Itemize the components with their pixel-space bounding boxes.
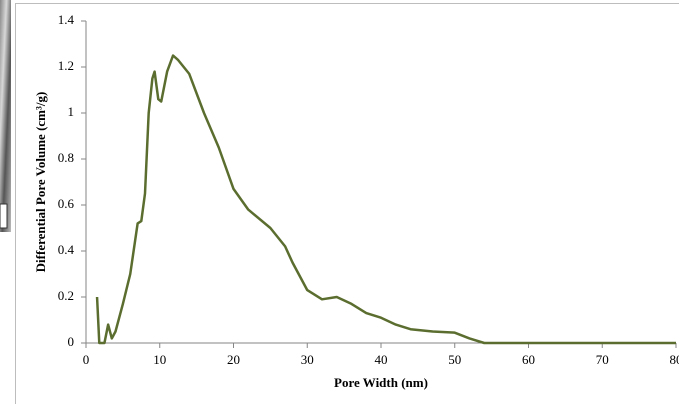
x-tick-label: 20 xyxy=(227,352,240,367)
x-tick-label: 50 xyxy=(448,352,461,367)
y-tick-label: 1 xyxy=(68,104,75,119)
y-axis-title: Differential Pore Volume (cm³/g) xyxy=(33,92,48,273)
x-tick-label: 30 xyxy=(301,352,314,367)
y-tick-label: 1.2 xyxy=(58,58,74,73)
y-tick-label: 0 xyxy=(68,334,75,349)
page: {"chart_data": {"type": "line", "x_label… xyxy=(0,0,679,404)
y-tick-label: 0.4 xyxy=(58,242,75,257)
photo-inset xyxy=(0,204,7,228)
x-axis-title: Pore Width (nm) xyxy=(334,375,428,390)
x-tick-label: 60 xyxy=(522,352,535,367)
x-tick-label: 10 xyxy=(153,352,166,367)
x-tick-label: 70 xyxy=(596,352,609,367)
photo-strip xyxy=(0,0,11,232)
x-tick-label: 0 xyxy=(83,352,90,367)
y-tick-label: 0.6 xyxy=(58,196,75,211)
x-tick-label: 40 xyxy=(375,352,388,367)
y-tick-label: 1.4 xyxy=(58,12,75,27)
y-tick-label: 0.8 xyxy=(58,150,74,165)
chart: Pore Width (nm) Differential Pore Volume… xyxy=(0,0,679,404)
x-tick-label: 80 xyxy=(670,352,679,367)
y-tick-label: 0.2 xyxy=(58,288,74,303)
